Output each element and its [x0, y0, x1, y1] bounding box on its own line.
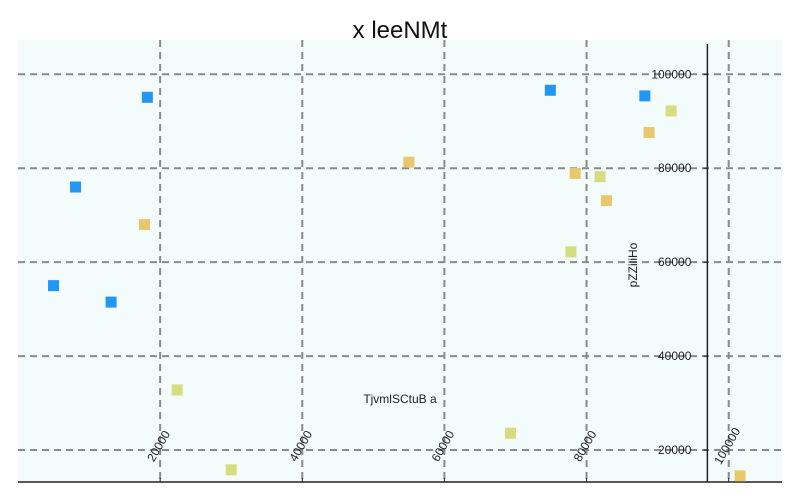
data-point-series-1-3	[600, 195, 612, 207]
data-point-series-2-5	[505, 427, 517, 439]
data-point-series-1-2	[569, 167, 581, 179]
data-point-series-1-5	[734, 470, 746, 482]
y-tick-label: 100000	[651, 67, 691, 81]
data-point-series-1-4	[643, 127, 655, 139]
data-point-series-0-4	[544, 84, 556, 96]
y-tick-label: 20000	[658, 443, 692, 457]
data-point-series-2-2	[565, 246, 577, 258]
data-point-series-0-5	[639, 90, 651, 102]
data-point-series-1-1	[403, 156, 415, 168]
chart-title: x leeNMt	[353, 17, 448, 44]
data-point-series-0-3	[105, 296, 117, 308]
data-point-series-0-0	[141, 91, 153, 103]
x-axis-label: TjvmlSCtuB a	[363, 392, 437, 406]
data-point-series-2-0	[665, 105, 677, 117]
y-tick-label: 60000	[658, 255, 692, 269]
grid-lines	[18, 40, 782, 482]
data-point-series-1-0	[139, 219, 151, 231]
data-points	[48, 84, 746, 482]
data-point-series-2-1	[594, 171, 606, 183]
data-point-series-2-3	[171, 384, 183, 396]
data-point-series-0-1	[70, 181, 82, 193]
data-point-series-0-2	[48, 280, 60, 292]
plot-area	[18, 40, 782, 482]
y-tick-label: 40000	[658, 349, 692, 363]
y-axis-label: pZZiliHo	[626, 242, 640, 287]
data-point-series-2-4	[225, 464, 237, 476]
y-tick-label: 80000	[658, 161, 692, 175]
